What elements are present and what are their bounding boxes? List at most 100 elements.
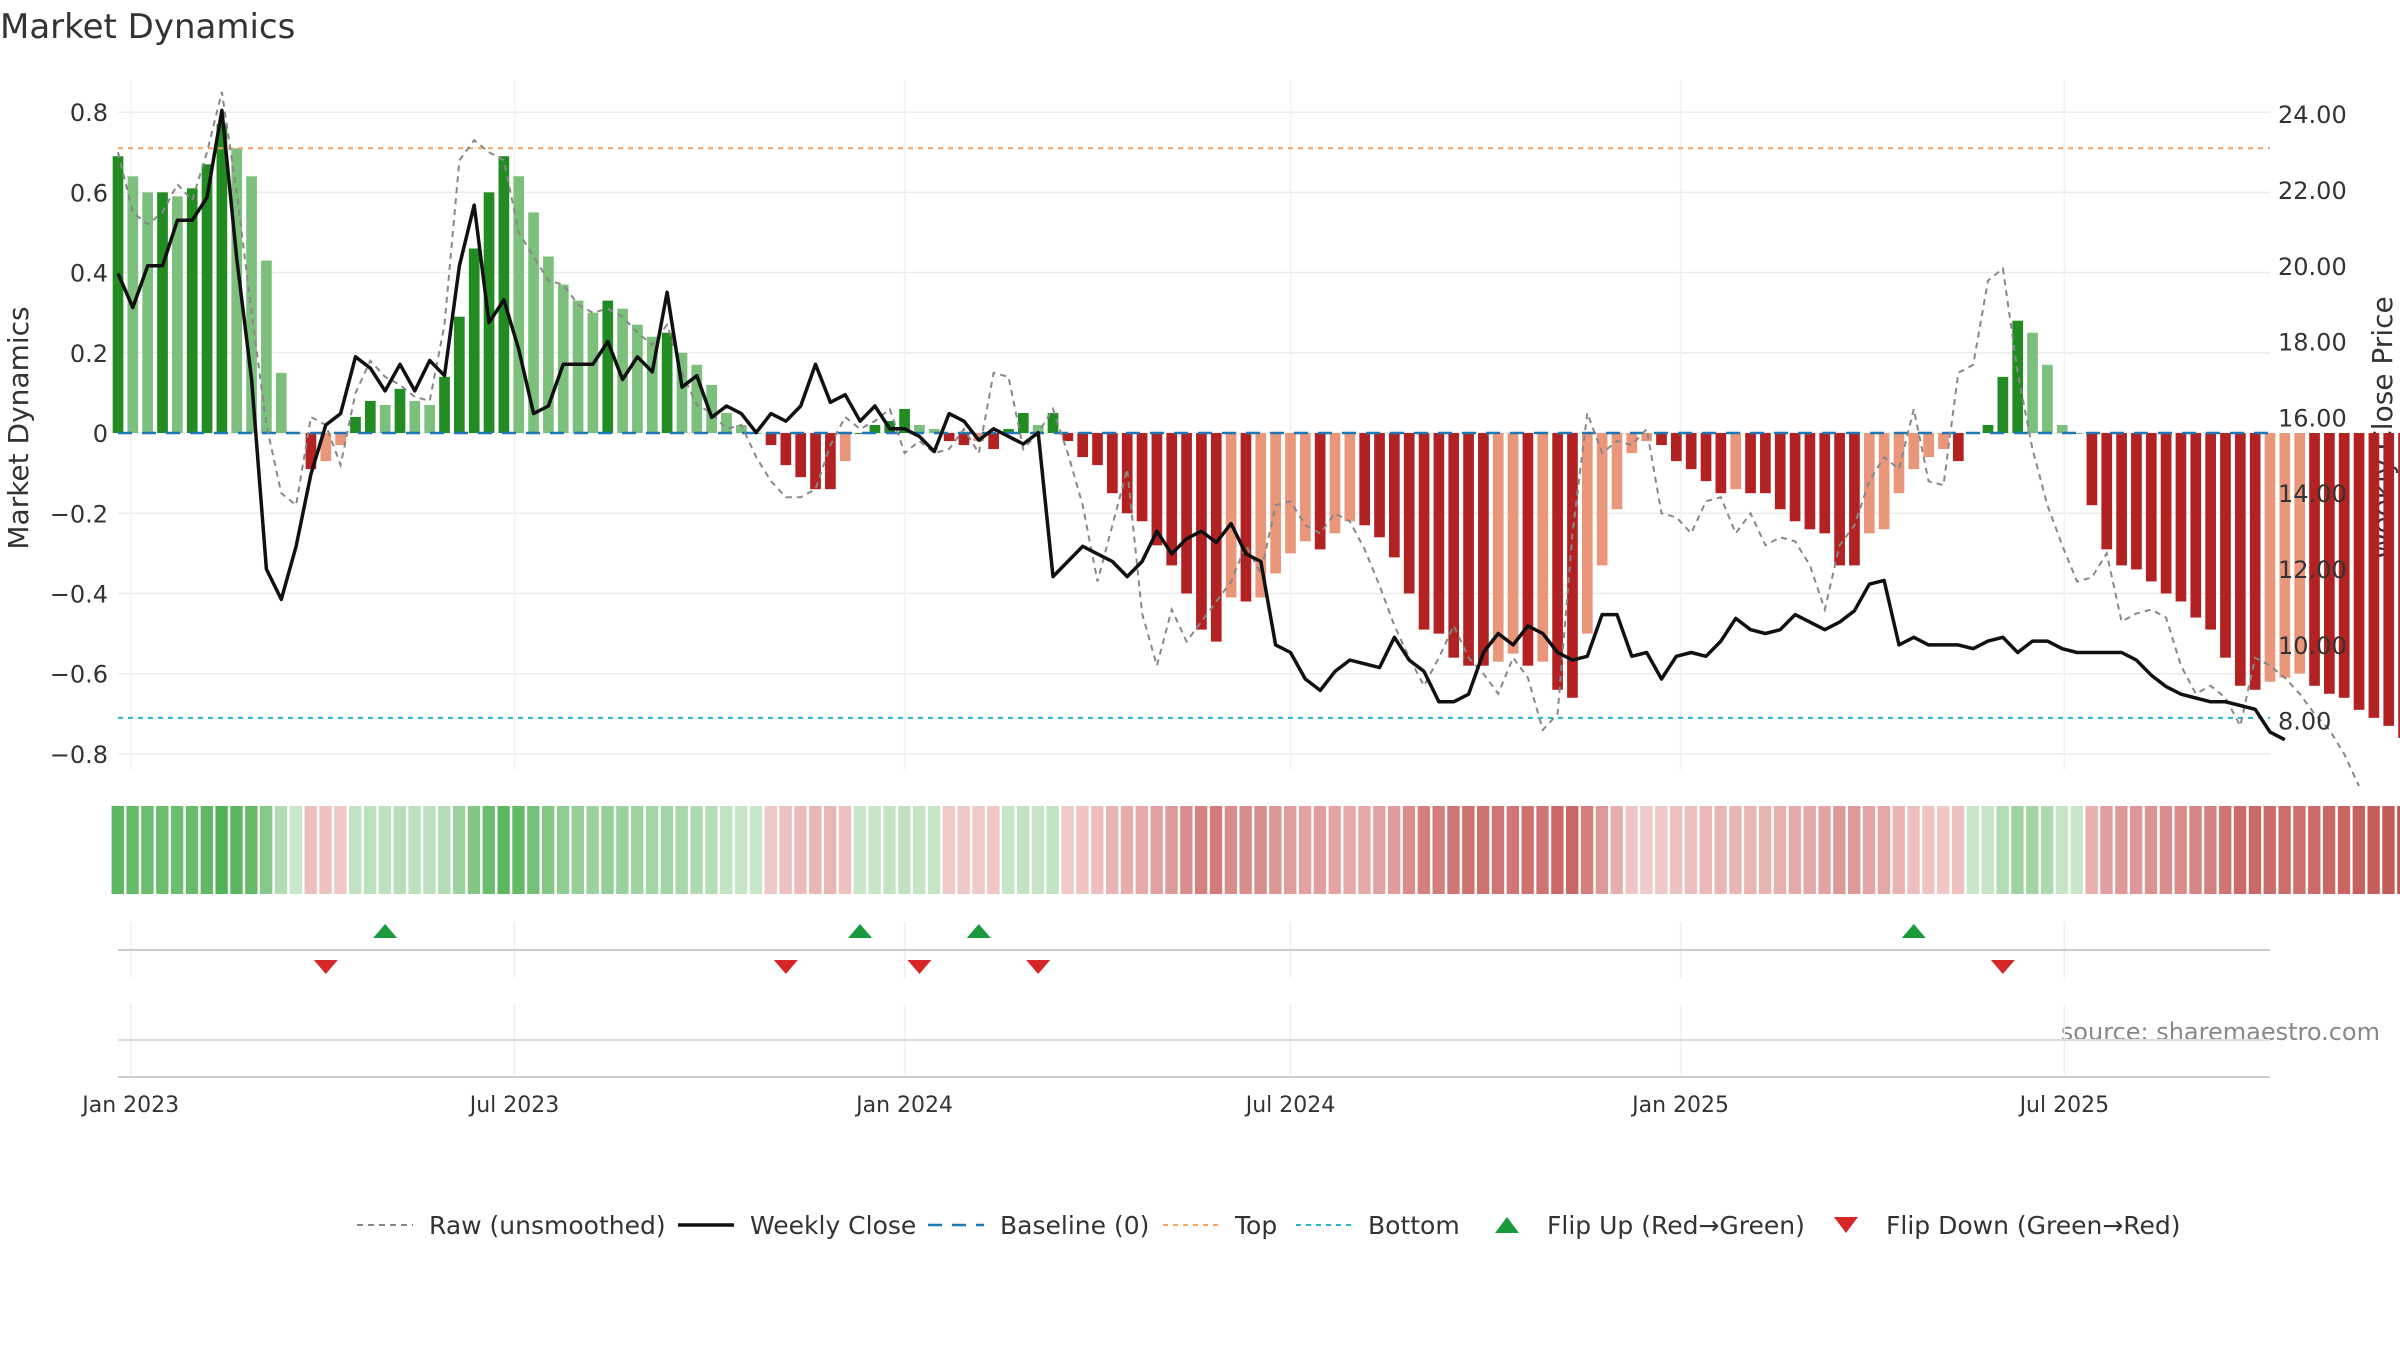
trend-strip-cell — [942, 806, 956, 894]
trend-strip-cell — [1150, 806, 1163, 894]
trend-strip-cell — [823, 806, 837, 894]
dynamics-bar — [2234, 433, 2246, 686]
dynamics-bar — [676, 352, 688, 434]
x-tick-label: Jan 2025 — [1630, 1093, 1729, 1118]
trend-strip-cell — [230, 806, 243, 894]
legend-label: Weekly Close — [750, 1211, 916, 1240]
trend-strip-cell — [764, 806, 777, 894]
trend-strip-cell — [1729, 806, 1742, 894]
dynamics-bar — [1671, 433, 1682, 462]
trend-strip-cell — [259, 806, 273, 894]
dynamics-bar — [632, 324, 643, 434]
dynamics-bar — [2086, 433, 2098, 506]
trend-strip-cell — [1625, 806, 1638, 894]
dynamics-bar — [1908, 433, 1920, 470]
dynamics-bar — [1077, 433, 1089, 458]
trend-strip-cell — [1284, 806, 1297, 894]
trend-strip-cell — [363, 806, 377, 894]
legend-label: Flip Up (Red→Green) — [1547, 1211, 1805, 1240]
trend-strip-cell — [586, 806, 599, 894]
trend-strip-cell — [1091, 806, 1104, 894]
trend-strip-cell — [2382, 806, 2395, 894]
trend-strip-cell — [2322, 806, 2336, 894]
dynamics-bar — [320, 433, 332, 462]
dynamics-bar — [839, 433, 851, 462]
trend-strip-cell — [1788, 806, 1801, 894]
trend-strip-cell — [1002, 806, 1015, 894]
dynamics-bar — [854, 433, 866, 435]
dynamics-bar — [1448, 433, 1460, 658]
dynamics-bar — [305, 433, 317, 470]
dynamics-bar — [1374, 433, 1385, 538]
legend-label: Baseline (0) — [1000, 1211, 1149, 1240]
y-left-tick-label: −0.2 — [50, 500, 108, 528]
trend-strip-cell — [675, 806, 688, 894]
dynamics-bar — [1151, 433, 1163, 546]
dynamics-bar — [928, 429, 940, 434]
source-note: source: sharemaestro.com — [2061, 1018, 2380, 1046]
trend-strip-cell — [660, 806, 674, 894]
dynamics-bar — [1389, 433, 1400, 558]
legend-label: Top — [1234, 1211, 1277, 1240]
dynamics-bar — [2353, 433, 2365, 710]
trend-strip-cell — [734, 806, 748, 894]
dynamics-bar — [1567, 433, 1578, 698]
trend-strip-cell — [1180, 806, 1193, 894]
dynamics-bar — [1017, 412, 1029, 434]
trend-strip-cell — [1432, 806, 1445, 894]
dynamics-bar — [1893, 433, 1905, 494]
dynamics-bar — [2368, 433, 2380, 718]
dynamics-bar — [498, 156, 510, 434]
trend-strip-cell — [1981, 806, 1994, 894]
trend-strip-cell — [215, 806, 228, 894]
dynamics-bar — [454, 316, 465, 434]
y-right-tick-label: 24.00 — [2278, 101, 2347, 129]
weekly-close-series — [116, 108, 2286, 742]
trend-strip-cell — [1758, 806, 1772, 894]
dynamics-bar — [394, 388, 406, 434]
dynamics-bar — [2279, 433, 2291, 678]
dynamics-bar — [2042, 364, 2053, 434]
reference-lines — [118, 147, 2270, 719]
y-right-tick-label: 22.00 — [2278, 177, 2347, 205]
y-right-tick-label: 16.00 — [2278, 404, 2347, 432]
y-left-tick-label: 0.6 — [70, 179, 108, 207]
trend-strip-cell — [2115, 806, 2128, 894]
dynamics-bar — [899, 408, 910, 434]
trend-strip-cell — [2337, 806, 2351, 894]
trend-strip-cell — [2308, 806, 2321, 894]
trend-strip-cell — [1551, 806, 1564, 894]
dynamics-bar — [2309, 433, 2320, 686]
dynamics-bar — [1166, 433, 1178, 566]
trend-strip-cell — [1610, 806, 1623, 894]
legend-item-baseline: Baseline (0) — [928, 1211, 1149, 1240]
dynamics-bar — [691, 364, 703, 434]
trend-strip-cell — [1922, 806, 1935, 894]
trend-strip-cell — [556, 806, 570, 894]
trend-strip-cell — [1120, 806, 1134, 894]
dynamics-bar — [379, 404, 391, 434]
trend-strip-cell — [705, 806, 718, 894]
y-right-tick-label: 14.00 — [2278, 480, 2347, 508]
dynamics-bar — [1255, 433, 1267, 598]
y-right-tick-label: 12.00 — [2278, 556, 2347, 584]
legend-item-bottom: Bottom — [1296, 1211, 1460, 1240]
x-tick-label: Jan 2023 — [80, 1093, 179, 1118]
y-right-tick-label: 18.00 — [2278, 329, 2347, 357]
trend-strip-cell — [2189, 806, 2202, 894]
trend-strip-cell — [393, 806, 406, 894]
trend-strip-cell — [1892, 806, 1905, 894]
trend-strip-cell — [423, 806, 436, 894]
y-right-tick-label: 20.00 — [2278, 253, 2347, 281]
dynamics-bar — [2220, 433, 2231, 658]
trend-strip-cell — [868, 806, 881, 894]
trend-strip-cell — [1402, 806, 1416, 894]
dynamics-bar — [869, 425, 881, 434]
dynamics-bar — [275, 372, 287, 434]
dynamics-bar — [1032, 425, 1044, 434]
dynamics-bar — [2116, 433, 2127, 566]
dynamics-bar — [2338, 433, 2350, 698]
legend-label: Raw (unsmoothed) — [429, 1211, 666, 1240]
dynamics-bar — [1522, 433, 1534, 666]
dynamics-bar — [246, 176, 257, 434]
